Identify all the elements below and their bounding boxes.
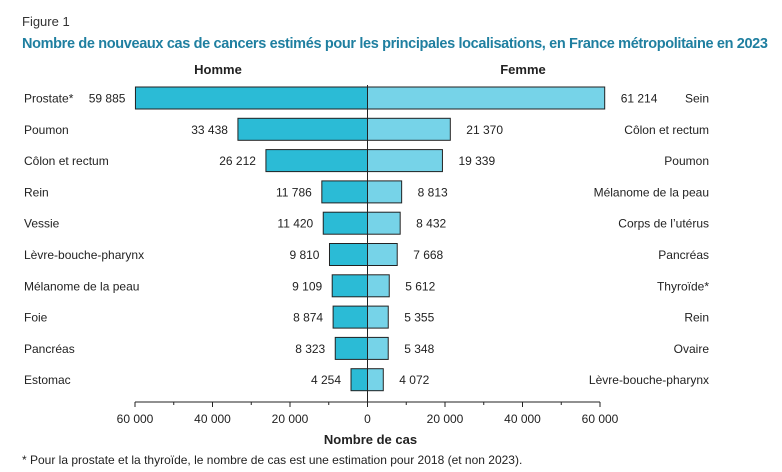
data-label-femme: 4 072 <box>399 373 429 387</box>
chart-title: Nombre de nouveaux cas de cancers estimé… <box>22 36 768 52</box>
category-label-femme: Mélanome de la peau <box>594 185 709 199</box>
x-tick-label: 20 000 <box>272 412 309 426</box>
category-label-homme: Rein <box>24 185 49 199</box>
category-label-femme: Lèvre-bouche-pharynx <box>589 373 709 387</box>
data-label-femme: 5 348 <box>404 342 434 356</box>
data-label-homme: 8 323 <box>295 342 325 356</box>
bar-femme <box>367 243 398 266</box>
data-label-homme: 4 254 <box>311 373 341 387</box>
bar-femme <box>367 336 389 360</box>
data-label-homme: 8 874 <box>293 311 323 325</box>
category-label-femme: Rein <box>684 311 709 325</box>
data-label-femme: 21 370 <box>466 123 503 137</box>
data-label-homme: 11 420 <box>277 217 313 231</box>
x-tick-label: 40 000 <box>504 412 541 426</box>
bar-homme <box>134 86 368 110</box>
data-label-homme: 26 212 <box>219 154 256 168</box>
x-tick-label: 60 000 <box>117 412 154 426</box>
bar-homme <box>331 274 369 298</box>
x-axis-title: Nombre de cas <box>324 432 417 447</box>
bar-homme <box>332 305 368 329</box>
data-label-homme: 33 438 <box>191 123 228 137</box>
bar-homme <box>237 117 368 141</box>
bar-femme <box>367 211 401 235</box>
data-label-femme: 7 668 <box>413 248 443 262</box>
category-label-homme: Prostate* <box>24 92 74 106</box>
bar-homme <box>350 368 368 392</box>
bar-femme <box>367 274 390 298</box>
series-header-homme: Homme <box>194 62 242 77</box>
bar-femme <box>367 368 384 392</box>
x-tick-label: 0 <box>364 412 371 426</box>
category-label-homme: Côlon et rectum <box>24 154 109 168</box>
category-label-homme: Poumon <box>24 123 69 137</box>
x-tick-label: 60 000 <box>582 412 619 426</box>
category-label-homme: Estomac <box>24 373 71 387</box>
category-label-femme: Sein <box>685 92 709 106</box>
bar-homme <box>328 243 368 266</box>
category-label-femme: Pancréas <box>658 248 709 262</box>
data-label-femme: 5 612 <box>405 279 435 293</box>
category-label-homme: Lèvre-bouche-pharynx <box>24 248 144 262</box>
bar-femme <box>367 117 451 141</box>
chart-footnote: * Pour la prostate et la thyroïde, le no… <box>22 453 523 467</box>
figure-label: Figure 1 <box>22 14 70 29</box>
bar-femme <box>367 180 403 204</box>
category-label-homme: Pancréas <box>24 342 75 356</box>
data-label-femme: 8 432 <box>416 217 446 231</box>
bar-homme <box>265 149 368 173</box>
data-label-homme: 11 786 <box>276 185 312 199</box>
category-label-femme: Poumon <box>664 154 709 168</box>
category-label-femme: Ovaire <box>674 342 710 356</box>
bar-femme <box>367 86 606 110</box>
category-label-homme: Foie <box>24 311 48 325</box>
x-tick-label: 40 000 <box>194 412 231 426</box>
category-label-homme: Mélanome de la peau <box>24 279 139 293</box>
data-label-femme: 61 214 <box>621 92 658 106</box>
bar-homme <box>334 336 369 360</box>
data-label-femme: 19 339 <box>458 154 495 168</box>
category-label-femme: Corps de l’utérus <box>618 217 709 231</box>
data-label-femme: 8 813 <box>418 185 448 199</box>
data-label-femme: 5 355 <box>404 311 434 325</box>
category-label-femme: Thyroïde* <box>657 279 709 293</box>
series-header-femme: Femme <box>500 62 546 77</box>
data-label-homme: 9 109 <box>292 279 322 293</box>
data-label-homme: 9 810 <box>289 248 319 262</box>
x-tick-label: 20 000 <box>427 412 464 426</box>
category-label-homme: Vessie <box>24 217 60 231</box>
bar-femme <box>367 149 443 173</box>
data-label-homme: 59 885 <box>89 92 126 106</box>
category-label-femme: Côlon et rectum <box>624 123 709 137</box>
bar-homme <box>322 211 368 235</box>
bar-femme <box>367 305 389 329</box>
bar-homme <box>321 180 369 204</box>
